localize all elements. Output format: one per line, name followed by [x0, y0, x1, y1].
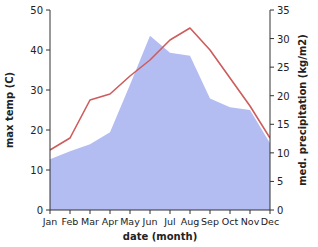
y-axis-label: max temp (C)	[4, 72, 15, 148]
y2-tick-label: 25	[277, 62, 290, 73]
x-tick	[250, 210, 251, 214]
x-axis-label: date (month)	[123, 231, 197, 242]
y-tick-label: 20	[30, 125, 43, 136]
x-tick-label: Aug	[181, 216, 200, 227]
left-axis	[50, 10, 51, 210]
x-tick	[70, 210, 71, 214]
y-tick	[46, 90, 50, 91]
x-tick-label: Apr	[102, 216, 119, 227]
y2-tick-label: 0	[277, 205, 283, 216]
x-tick	[170, 210, 171, 214]
y2-tick	[270, 67, 274, 68]
x-tick-label: Feb	[62, 216, 79, 227]
y-tick-label: 30	[30, 85, 43, 96]
y2-tick-label: 5	[277, 176, 283, 187]
y2-tick-label: 20	[277, 91, 290, 102]
precip-area	[50, 36, 270, 210]
x-tick-label: Dec	[261, 216, 279, 227]
y-tick-label: 10	[30, 165, 43, 176]
temp-line	[50, 28, 270, 150]
y2-tick	[270, 210, 274, 211]
bottom-axis	[50, 210, 270, 211]
y2-tick	[270, 95, 274, 96]
x-tick	[230, 210, 231, 214]
x-tick	[150, 210, 151, 214]
x-tick	[50, 210, 51, 214]
x-tick	[190, 210, 191, 214]
x-tick-label: Jan	[42, 216, 58, 227]
y2-tick-label: 10	[277, 148, 290, 159]
y2-tick	[270, 38, 274, 39]
y2-tick	[270, 152, 274, 153]
y-tick	[46, 50, 50, 51]
y2-axis-label: med. precipitation (kg/m2)	[297, 34, 308, 186]
y2-tick-label: 30	[277, 34, 290, 45]
x-tick-label: Mar	[81, 216, 99, 227]
y-tick-label: 40	[30, 45, 43, 56]
right-axis	[270, 10, 271, 210]
y-tick	[46, 130, 50, 131]
y2-tick-label: 35	[277, 5, 290, 16]
x-tick	[130, 210, 131, 214]
y-tick-label: 0	[37, 205, 43, 216]
y2-tick	[270, 124, 274, 125]
y-tick	[46, 10, 50, 11]
x-tick-label: Oct	[222, 216, 239, 227]
x-tick-label: May	[120, 216, 140, 227]
x-tick-label: Sep	[201, 216, 219, 227]
x-tick	[210, 210, 211, 214]
y2-tick	[270, 10, 274, 11]
x-tick-label: Nov	[241, 216, 260, 227]
x-tick-label: Jun	[142, 216, 158, 227]
plot-area	[50, 28, 270, 210]
y-tick	[46, 210, 50, 211]
y2-tick-label: 15	[277, 119, 290, 130]
x-tick	[270, 210, 271, 214]
x-tick	[110, 210, 111, 214]
y-tick	[46, 170, 50, 171]
x-tick-label: Jul	[163, 216, 175, 227]
x-tick	[90, 210, 91, 214]
y-tick-label: 50	[30, 5, 43, 16]
y2-tick	[270, 181, 274, 182]
